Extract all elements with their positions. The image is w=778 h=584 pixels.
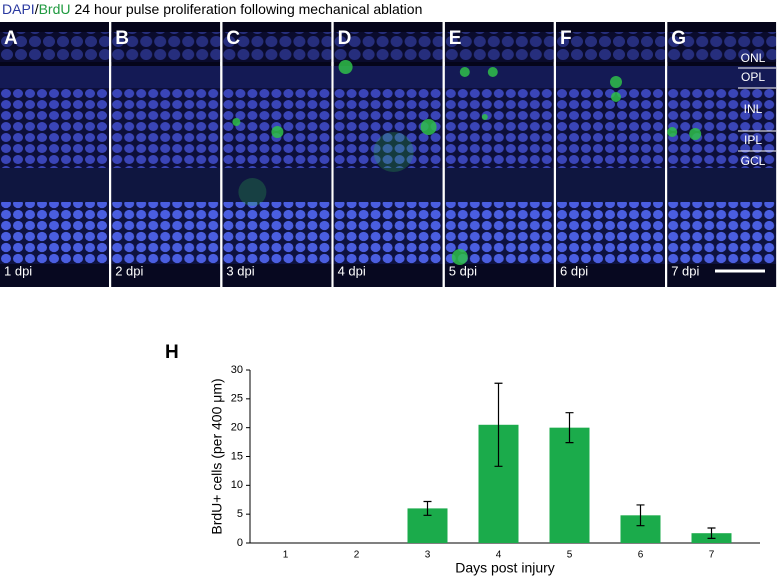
stain-label: BrdU bbox=[39, 1, 71, 17]
micrograph bbox=[556, 22, 665, 287]
brdu-signal bbox=[689, 128, 702, 140]
error-bar bbox=[636, 504, 645, 527]
bar-chart: H BrdU+ cells (per 400 μm) Days post injur… bbox=[165, 342, 760, 576]
x-axis-label: Days post injury bbox=[455, 560, 555, 576]
y-tick-label: 0 bbox=[237, 537, 243, 549]
x-tick-label: 2 bbox=[354, 550, 360, 561]
error-bar bbox=[565, 412, 574, 444]
panel-label: 6 dpi bbox=[560, 263, 588, 278]
brdu-signal bbox=[610, 76, 622, 88]
brdu-signal bbox=[487, 67, 498, 77]
layer-label: GCL bbox=[741, 154, 766, 168]
y-tick-label: 20 bbox=[231, 422, 243, 434]
brdu-signal bbox=[232, 118, 241, 126]
x-tick-label: 5 bbox=[567, 550, 573, 561]
error-bar bbox=[494, 382, 503, 467]
y-tick-label: 15 bbox=[231, 450, 243, 462]
panel-letter: G bbox=[671, 28, 686, 49]
brdu-signal bbox=[238, 178, 267, 206]
image-panel: G 7 dpi bbox=[667, 22, 777, 287]
image-panel: C 3 dpi bbox=[222, 22, 332, 287]
x-tick-label: 3 bbox=[425, 550, 431, 561]
micrograph bbox=[111, 22, 221, 287]
micrograph bbox=[0, 22, 109, 287]
panel-label: 3 dpi bbox=[226, 263, 254, 278]
image-panel: E 5 dpi bbox=[444, 22, 554, 287]
panel-label: 7 dpi bbox=[671, 263, 699, 278]
brdu-signal bbox=[459, 67, 470, 77]
panel-letter: E bbox=[449, 28, 462, 49]
image-panel: B 2 dpi bbox=[111, 22, 221, 287]
brdu-signal bbox=[481, 114, 488, 120]
image-panel: D 4 dpi bbox=[333, 22, 443, 287]
brdu-signal bbox=[373, 132, 414, 172]
figure-title: DAPI/BrdU 24 hour pulse proliferation fol… bbox=[2, 1, 422, 17]
x-tick-label: 6 bbox=[638, 550, 644, 561]
panel-label: 2 dpi bbox=[115, 263, 143, 278]
layer-label: OPL bbox=[741, 70, 765, 84]
panel-letter: H bbox=[165, 342, 179, 363]
y-tick-label: 25 bbox=[231, 393, 243, 405]
image-panel: F 6 dpi bbox=[556, 22, 665, 287]
error-bar bbox=[707, 527, 716, 539]
image-panel: A 1 dpi bbox=[0, 22, 109, 287]
title-text: 24 hour pulse proliferation following me… bbox=[74, 1, 422, 17]
bar bbox=[549, 427, 590, 543]
panel-label: 4 dpi bbox=[338, 263, 366, 278]
micrograph bbox=[222, 22, 332, 287]
panel-letter: F bbox=[560, 28, 572, 49]
separator: / bbox=[35, 1, 39, 17]
image-panels: A 1 dpi B 2 dpi C 3 dpi D 4 dpi E 5 dpi F 6 dpi G 7 d… bbox=[0, 22, 777, 287]
layer-label: INL bbox=[744, 102, 763, 116]
brdu-signal bbox=[611, 92, 621, 102]
y-tick-label: 30 bbox=[231, 364, 243, 376]
panel-letter: D bbox=[338, 28, 352, 49]
x-tick-label: 1 bbox=[283, 550, 289, 561]
stain-label: DAPI bbox=[2, 1, 35, 17]
y-axis-label: BrdU+ cells (per 400 μm) bbox=[209, 378, 225, 534]
panel-letter: C bbox=[226, 28, 240, 49]
panel-letter: A bbox=[4, 28, 18, 49]
brdu-signal bbox=[271, 126, 284, 138]
y-tick-label: 5 bbox=[237, 508, 243, 520]
panel-label: 5 dpi bbox=[449, 263, 477, 278]
layer-label: ONL bbox=[741, 51, 766, 65]
layer-label: IPL bbox=[744, 133, 762, 147]
error-bar bbox=[423, 500, 432, 516]
brdu-signal bbox=[420, 119, 437, 135]
y-tick-label: 10 bbox=[231, 479, 243, 491]
brdu-signal bbox=[338, 60, 353, 74]
panel-letter: B bbox=[115, 28, 129, 49]
x-tick-label: 7 bbox=[709, 550, 715, 561]
brdu-signal bbox=[451, 249, 468, 265]
x-tick-label: 4 bbox=[496, 550, 502, 561]
brdu-signal bbox=[667, 127, 678, 137]
layer-labels: ONL OPL INL IPL GCL bbox=[738, 51, 776, 168]
panel-label: 1 dpi bbox=[4, 263, 32, 278]
micrograph bbox=[444, 22, 554, 287]
